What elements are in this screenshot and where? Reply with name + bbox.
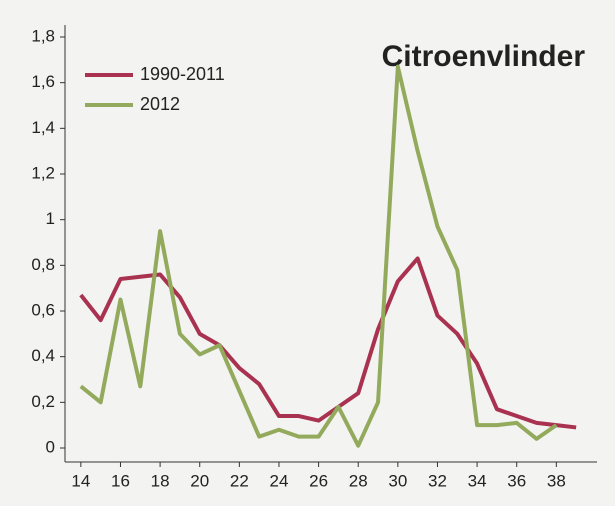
x-tick-label: 22 <box>230 471 249 490</box>
x-tick-label: 18 <box>151 471 170 490</box>
legend-label: 1990-2011 <box>140 64 225 84</box>
y-tick-label: 0 <box>46 437 55 456</box>
x-tick-label: 34 <box>468 471 487 490</box>
x-tick-label: 16 <box>111 471 130 490</box>
y-tick-label: 1,8 <box>31 26 55 45</box>
chart-title: Citroenvlinder <box>382 40 586 73</box>
y-tick-label: 1 <box>46 209 55 228</box>
x-tick-label: 14 <box>71 471 90 490</box>
x-tick-label: 30 <box>388 471 407 490</box>
series-line <box>79 64 558 448</box>
y-tick-label: 1,2 <box>31 163 55 182</box>
x-tick-label: 26 <box>309 471 328 490</box>
legend-label: 2012 <box>140 94 180 114</box>
x-tick-label: 24 <box>270 471 289 490</box>
x-tick-label: 38 <box>547 471 566 490</box>
x-tick-label: 32 <box>428 471 447 490</box>
x-tick-label: 36 <box>507 471 526 490</box>
series-line <box>79 256 577 430</box>
y-tick-label: 0,8 <box>31 255 55 274</box>
y-tick-label: 0,2 <box>31 392 55 411</box>
y-tick-label: 0,6 <box>31 300 55 319</box>
x-tick-label: 28 <box>349 471 368 490</box>
y-tick-label: 1,6 <box>31 72 55 91</box>
y-tick-label: 1,4 <box>31 118 55 137</box>
x-tick-label: 20 <box>190 471 209 490</box>
y-tick-label: 0,4 <box>31 346 55 365</box>
